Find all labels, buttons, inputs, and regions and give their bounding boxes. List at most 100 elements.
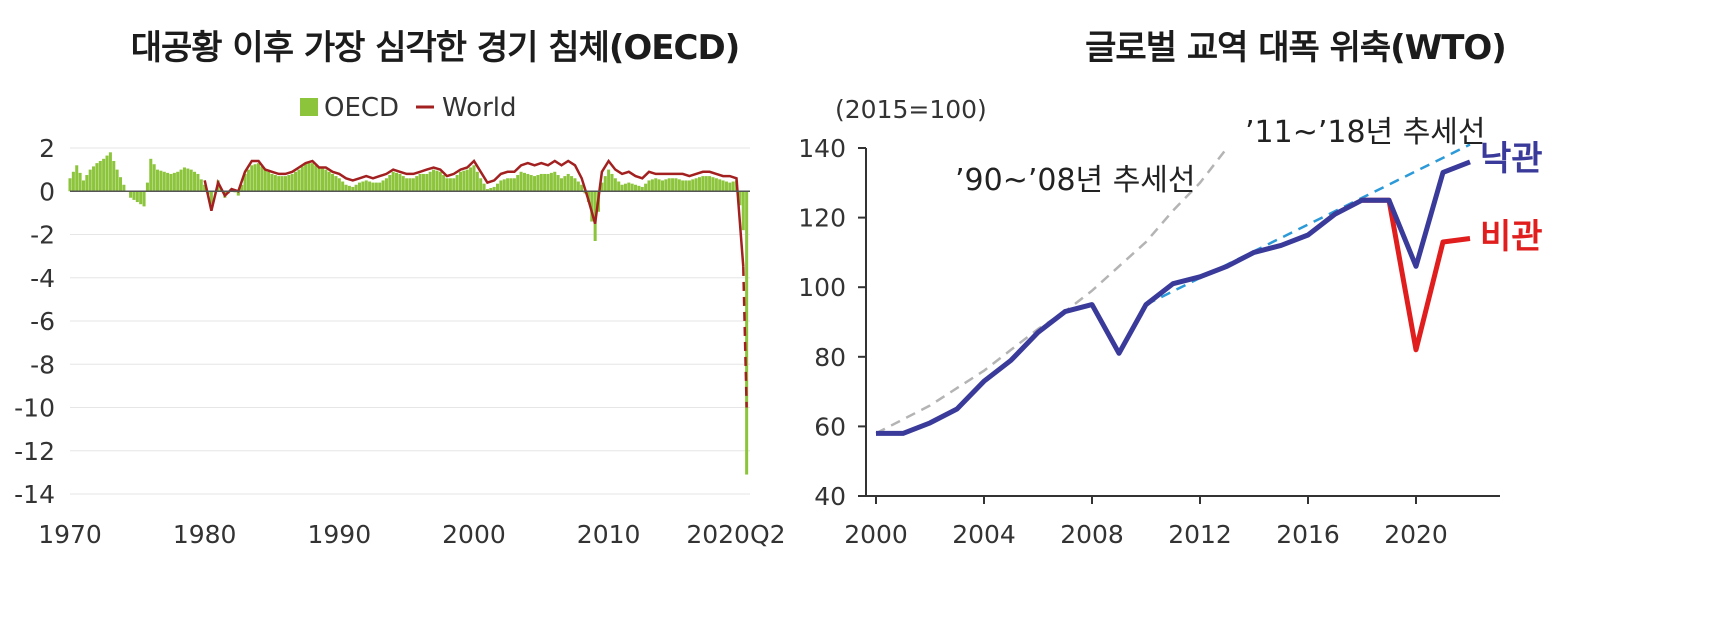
oecd-bar: [179, 169, 183, 192]
oecd-bar: [475, 171, 479, 192]
oecd-bar: [68, 178, 72, 192]
unit-label: (2015=100): [835, 95, 987, 124]
oecd-bar: [499, 180, 503, 192]
oecd-bar: [246, 169, 250, 192]
y-tick-label: -14: [14, 480, 55, 509]
oecd-bar: [603, 176, 607, 192]
y-tick-label: 60: [814, 412, 846, 441]
oecd-bar: [152, 164, 156, 192]
oecd-bar: [623, 183, 627, 192]
y-tick-label: -8: [30, 350, 55, 379]
oecd-bar: [502, 179, 506, 192]
oecd-bar: [122, 184, 126, 192]
oecd-chart-panel: 대공황 이후 가장 심각한 경기 침체(OECD) 2 0 -2 -4 -6 -8 -10 -…: [14, 28, 785, 549]
oecd-bar: [267, 171, 271, 192]
oecd-bar: [357, 182, 362, 192]
oecd-bar: [512, 178, 516, 192]
oecd-bar: [465, 169, 469, 192]
oecd-bar: [411, 178, 415, 192]
oecd-bar: [408, 178, 412, 192]
oecd-bar: [378, 182, 382, 192]
oecd-bar: [570, 176, 574, 192]
oecd-bar: [509, 178, 513, 192]
x-tick-label: 1980: [173, 520, 237, 549]
oecd-bar: [307, 163, 311, 192]
oecd-bar: [344, 184, 348, 192]
x-tick-label: 1970: [38, 520, 102, 549]
oecd-bar: [549, 172, 553, 192]
oecd-bar: [674, 178, 678, 192]
oecd-bar: [297, 169, 301, 192]
oecd-bar: [354, 184, 358, 192]
right-axis: 140 120 100 80 60 40 2000 2004 2008 2012 2016 2020: [798, 134, 1500, 549]
oecd-bar: [287, 175, 291, 192]
oecd-bar: [546, 173, 550, 192]
oecd-bar: [469, 167, 473, 192]
oecd-bar: [364, 180, 368, 192]
wto-chart: (2015=100) 140 120 100 80 60 40 2000 2004 2008 20…: [798, 95, 1543, 549]
oecd-bar: [371, 182, 375, 192]
oecd-bar: [627, 182, 631, 192]
oecd-bar: [105, 155, 109, 192]
oecd-bar: [236, 191, 240, 196]
oecd-bar: [667, 178, 671, 192]
oecd-bar: [432, 169, 436, 192]
oecd-bar: [182, 167, 186, 192]
y-tick-label: -6: [30, 307, 55, 336]
oecd-bar: [708, 176, 712, 192]
right-annotations: ’90~’08년 추세선 ’11~’18년 추세선 낙관 비관: [955, 115, 1543, 257]
oecd-bar: [738, 191, 742, 206]
oecd-bar: [395, 172, 399, 192]
oecd-bar: [657, 179, 661, 192]
oecd-bar: [428, 171, 432, 192]
oecd-bar: [741, 191, 745, 231]
oecd-bar: [573, 178, 577, 192]
oecd-bar: [580, 184, 584, 192]
oecd-bar: [671, 178, 675, 192]
oecd-bar: [260, 166, 264, 192]
oecd-bar: [317, 167, 321, 192]
oecd-bar: [314, 165, 318, 192]
oecd-bar: [448, 178, 452, 192]
left-axis: 2 0 -2 -4 -6 -8 -10 -12 -14 1970 1980 1990 2000 2010 2…: [14, 134, 785, 549]
oecd-bar: [351, 186, 355, 192]
oecd-bar: [691, 179, 695, 192]
world-line-projection: [742, 266, 748, 408]
oecd-bar: [196, 173, 200, 192]
oecd-bar: [724, 181, 728, 192]
oecd-bar: [418, 173, 422, 192]
oecd-bar: [199, 179, 203, 192]
oecd-bar: [630, 183, 634, 192]
oecd-bar: [458, 171, 463, 192]
oecd-bar: [438, 171, 442, 192]
oecd-bar: [445, 178, 449, 192]
oecd-bar: [327, 171, 331, 192]
oecd-bar: [455, 175, 459, 192]
oecd-bar: [553, 171, 557, 192]
oecd-bar: [85, 175, 89, 192]
y-tick-label: 0: [39, 177, 55, 206]
x-tick-label: 2020Q2: [686, 520, 785, 549]
oecd-bar: [526, 173, 530, 192]
y-tick-label: -10: [14, 394, 55, 423]
oecd-bar: [361, 181, 365, 192]
x-tick-label: 2010: [577, 520, 641, 549]
oecd-bar: [711, 177, 715, 192]
oecd-bar: [677, 179, 681, 192]
oecd-bar: [273, 175, 277, 192]
oecd-bar: [543, 173, 547, 192]
left-grid: [70, 147, 750, 495]
y-tick-label: 140: [798, 134, 846, 163]
oecd-bar: [529, 175, 533, 192]
x-tick-label: 2016: [1276, 520, 1340, 549]
oecd-bar: [479, 178, 483, 192]
oecd-bar: [697, 177, 702, 192]
oecd-bar: [391, 171, 395, 192]
x-tick-label: 2020: [1384, 520, 1448, 549]
oecd-bar: [617, 181, 621, 192]
oecd-bar: [610, 173, 614, 192]
oecd-bar: [607, 169, 611, 192]
oecd-bar: [613, 178, 617, 192]
oecd-bar: [660, 180, 664, 192]
oecd-bar: [203, 184, 207, 192]
